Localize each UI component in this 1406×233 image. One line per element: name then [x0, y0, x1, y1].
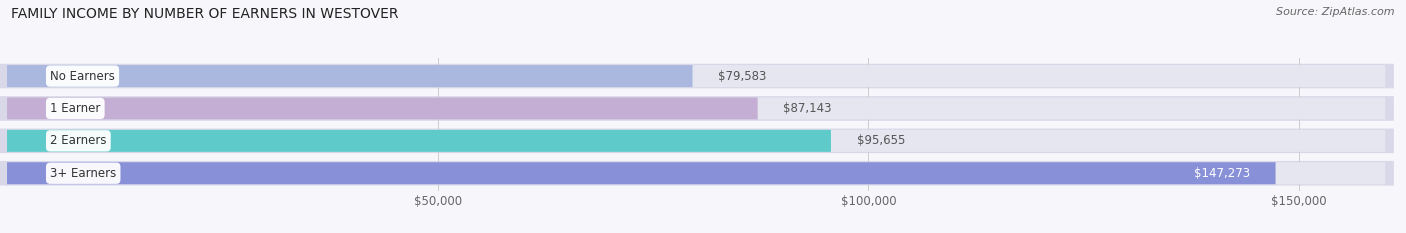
Text: No Earners: No Earners	[51, 70, 115, 82]
Text: $79,583: $79,583	[718, 70, 766, 82]
FancyBboxPatch shape	[7, 65, 693, 87]
FancyBboxPatch shape	[7, 162, 1385, 184]
FancyBboxPatch shape	[7, 97, 1385, 120]
FancyBboxPatch shape	[0, 96, 1393, 121]
FancyBboxPatch shape	[0, 64, 1393, 88]
FancyBboxPatch shape	[0, 129, 1393, 153]
FancyBboxPatch shape	[7, 130, 1385, 152]
FancyBboxPatch shape	[7, 97, 758, 120]
Text: $95,655: $95,655	[856, 134, 905, 147]
Text: 1 Earner: 1 Earner	[51, 102, 100, 115]
Text: 2 Earners: 2 Earners	[51, 134, 107, 147]
FancyBboxPatch shape	[7, 130, 831, 152]
Text: $147,273: $147,273	[1194, 167, 1250, 180]
Text: Source: ZipAtlas.com: Source: ZipAtlas.com	[1277, 7, 1395, 17]
FancyBboxPatch shape	[7, 162, 1275, 184]
FancyBboxPatch shape	[7, 65, 1385, 87]
FancyBboxPatch shape	[0, 161, 1393, 185]
Text: $87,143: $87,143	[783, 102, 832, 115]
Text: FAMILY INCOME BY NUMBER OF EARNERS IN WESTOVER: FAMILY INCOME BY NUMBER OF EARNERS IN WE…	[11, 7, 399, 21]
Text: 3+ Earners: 3+ Earners	[51, 167, 117, 180]
